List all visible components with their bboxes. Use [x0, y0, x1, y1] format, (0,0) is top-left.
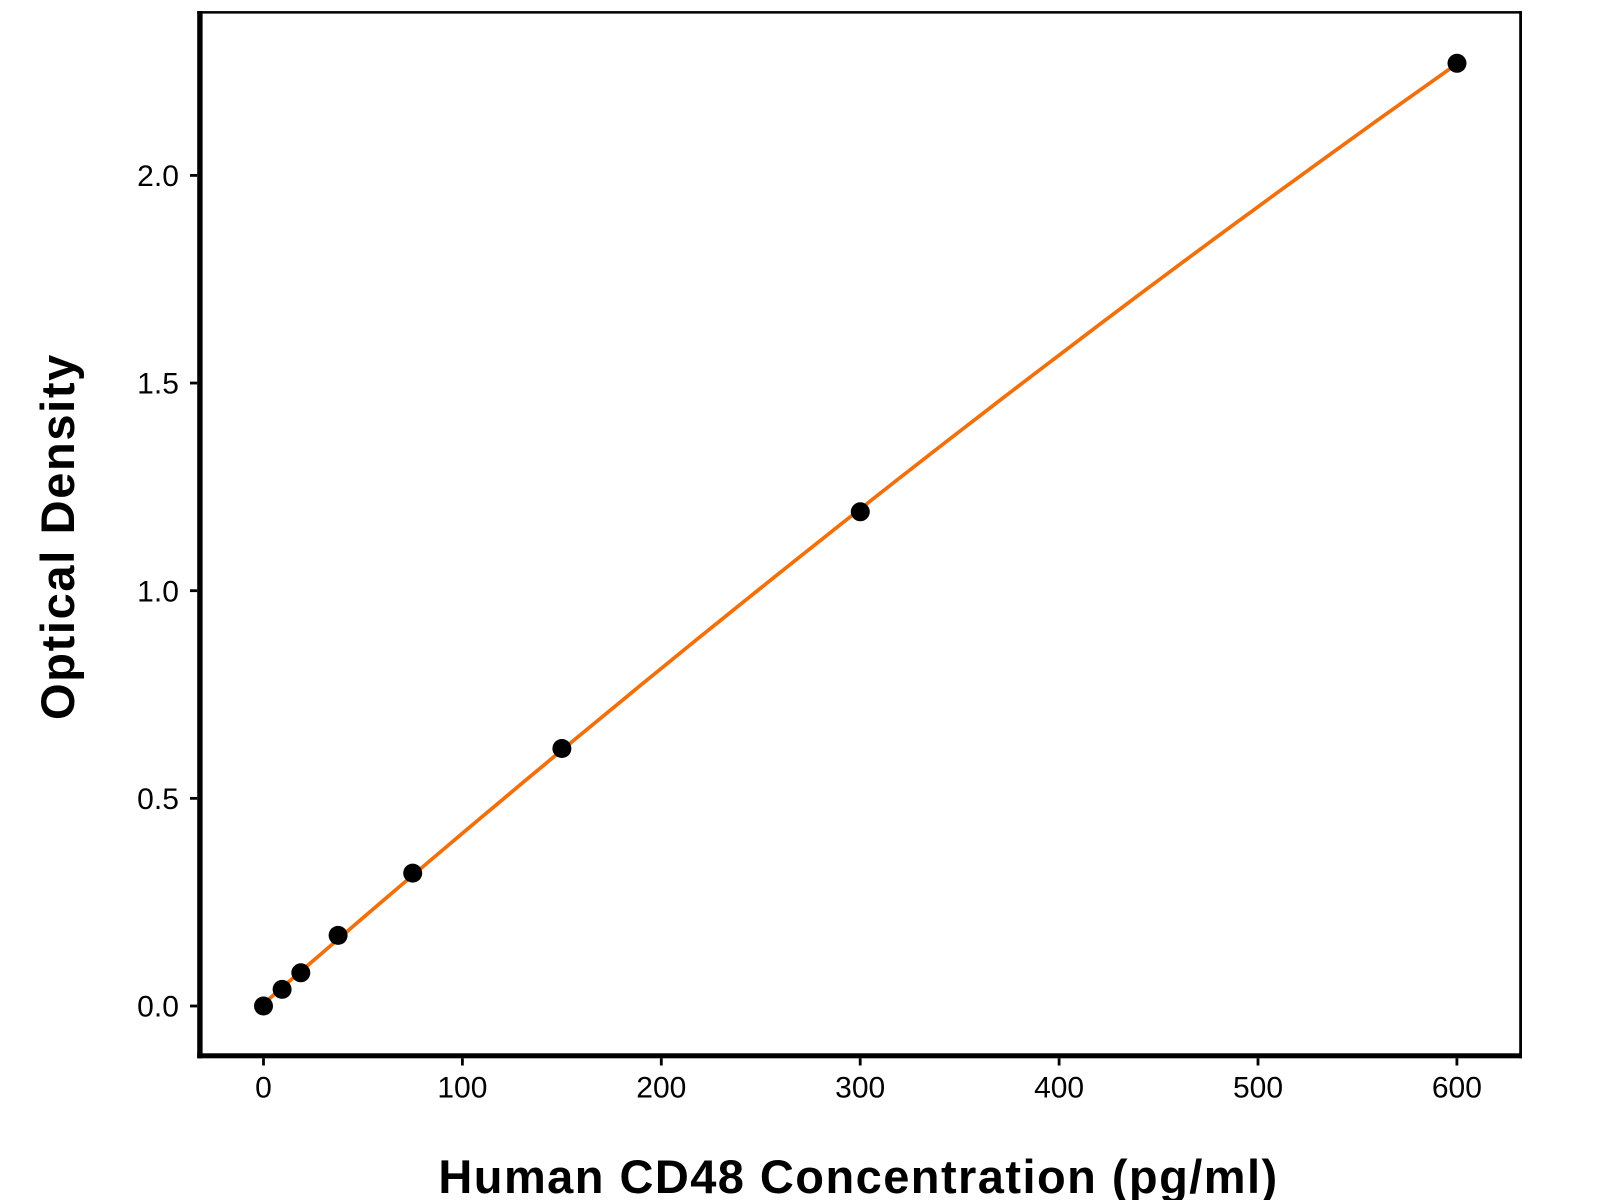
svg-text:600: 600 — [1432, 1072, 1482, 1105]
svg-text:1.5: 1.5 — [137, 368, 179, 401]
svg-text:Optical Density: Optical Density — [31, 353, 84, 720]
svg-text:0: 0 — [255, 1072, 272, 1105]
svg-text:400: 400 — [1034, 1072, 1084, 1105]
svg-text:Human CD48 Concentration (pg/m: Human CD48 Concentration (pg/ml) — [438, 1150, 1278, 1200]
svg-text:200: 200 — [636, 1072, 686, 1105]
svg-text:0.0: 0.0 — [137, 991, 179, 1024]
svg-text:0.5: 0.5 — [137, 783, 179, 816]
svg-text:100: 100 — [437, 1072, 487, 1105]
svg-text:500: 500 — [1233, 1072, 1283, 1105]
svg-text:300: 300 — [835, 1072, 885, 1105]
svg-text:2.0: 2.0 — [137, 160, 179, 193]
svg-text:1.0: 1.0 — [137, 575, 179, 608]
